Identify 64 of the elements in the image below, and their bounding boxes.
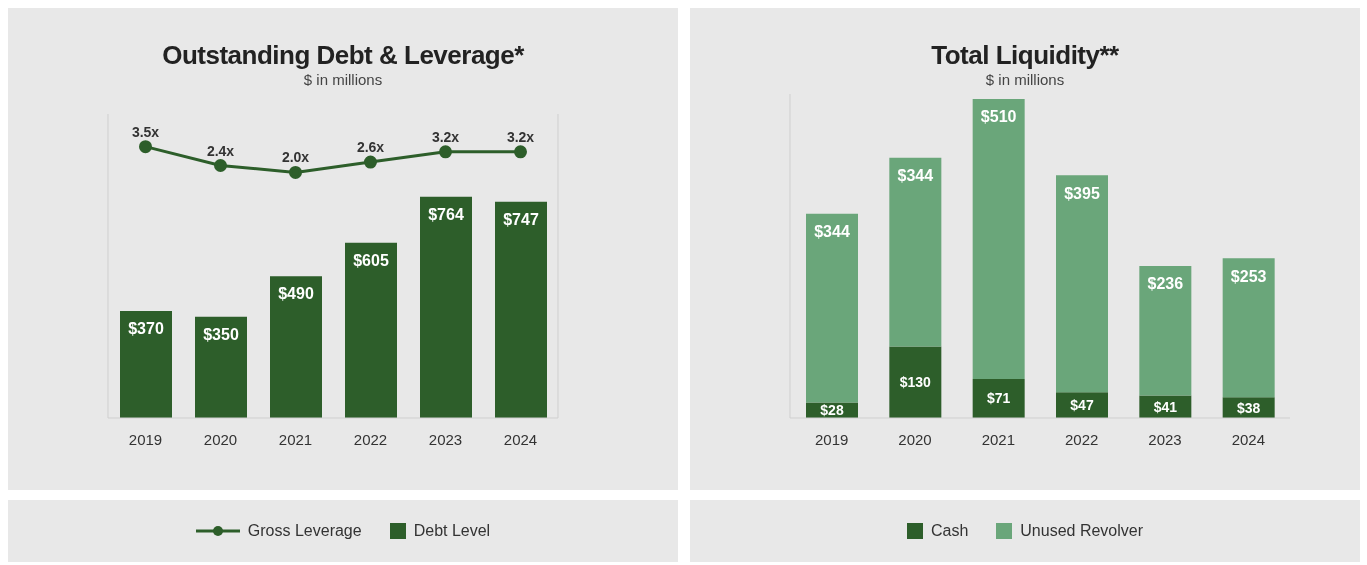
bar <box>195 316 247 418</box>
x-tick-label: 2023 <box>428 430 463 448</box>
x-tick-label: 2020 <box>898 430 932 448</box>
data-label: $253 <box>1230 267 1267 285</box>
bar <box>345 242 397 418</box>
x-tick-label: 2021 <box>278 430 313 448</box>
data-label: $344 <box>814 223 850 241</box>
legend-label: Gross Leverage <box>247 522 362 540</box>
bar <box>972 98 1025 380</box>
bar <box>889 157 942 347</box>
x-tick-label: 2022 <box>353 430 388 448</box>
chart-subtitle: $ in millions <box>302 71 384 88</box>
data-label: 3.2x <box>431 128 460 145</box>
point <box>289 165 302 179</box>
data-label: $605 <box>353 252 389 270</box>
data-label: $47 <box>1070 397 1094 414</box>
legend-label: Debt Level <box>413 522 491 540</box>
data-label: $370 <box>128 320 164 338</box>
legend-label: Unused Revolver <box>1020 522 1144 540</box>
x-tick-label: 2019 <box>128 430 163 448</box>
x-tick-label: 2022 <box>1064 430 1099 448</box>
x-tick-label: 2020 <box>203 430 238 448</box>
data-label: 3.5x <box>131 123 160 140</box>
chart-title: Total Liquidity** <box>930 39 1120 71</box>
x-tick-label: 2019 <box>814 430 849 448</box>
data-label: $130 <box>899 374 932 391</box>
data-label: $38 <box>1236 399 1261 416</box>
point <box>364 155 377 169</box>
data-label: $350 <box>203 326 239 344</box>
legend-label: Cash <box>930 522 969 540</box>
x-tick-label: 2023 <box>1148 430 1182 448</box>
data-label: $764 <box>428 206 464 224</box>
point <box>139 140 152 154</box>
data-label: $344 <box>897 167 934 185</box>
data-label: $510 <box>980 108 1017 126</box>
chart-title: Outstanding Debt & Leverage* <box>161 39 526 71</box>
bar <box>120 310 172 418</box>
bar <box>495 201 547 418</box>
x-tick-label: 2024 <box>1231 430 1266 448</box>
point <box>514 145 527 159</box>
data-label: 2.0x <box>281 149 310 166</box>
data-label: $395 <box>1064 184 1100 202</box>
data-label: 3.2x <box>506 128 535 145</box>
data-label: $490 <box>278 285 314 303</box>
bar <box>972 379 1025 418</box>
point <box>214 159 227 173</box>
point <box>439 145 452 159</box>
data-label: $747 <box>503 211 539 229</box>
bar <box>889 346 942 418</box>
data-label: 2.4x <box>206 142 235 159</box>
bar <box>1139 265 1192 396</box>
data-label: $71 <box>986 390 1011 407</box>
x-tick-label: 2021 <box>981 430 1016 448</box>
data-label: $28 <box>820 402 844 419</box>
chart-subtitle: $ in millions <box>984 71 1066 88</box>
bar <box>806 213 858 403</box>
bar <box>420 196 472 418</box>
x-tick-label: 2024 <box>503 430 538 448</box>
data-label: 2.6x <box>356 139 385 156</box>
bar <box>270 276 322 418</box>
data-label: $236 <box>1147 275 1184 293</box>
data-label: $41 <box>1153 398 1178 415</box>
bar <box>1056 175 1108 393</box>
bar <box>1222 258 1275 398</box>
